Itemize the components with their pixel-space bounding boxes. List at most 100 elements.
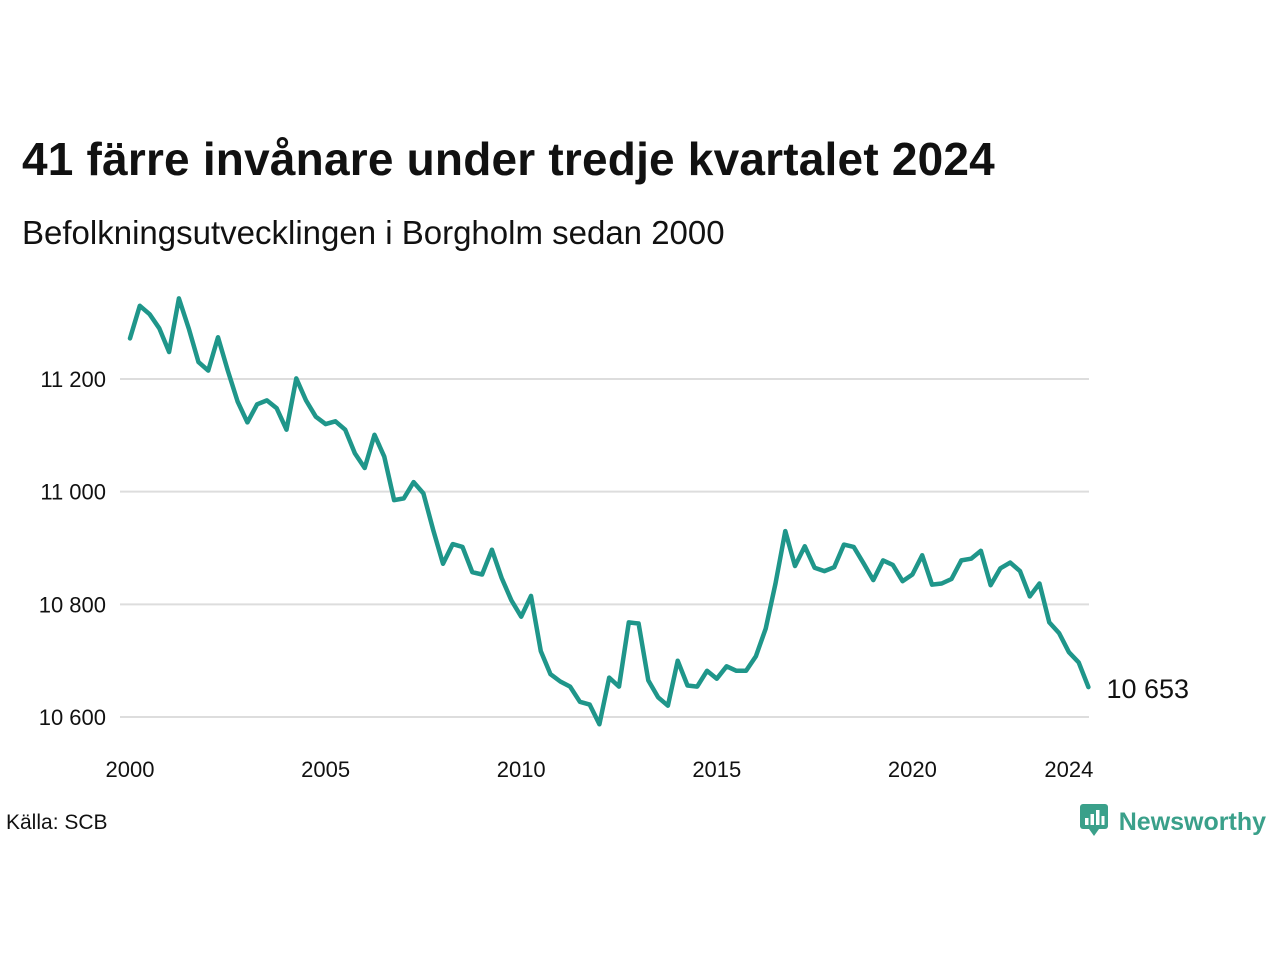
data-point [882,559,884,561]
data-point [500,577,502,579]
data-point [236,400,238,402]
data-point [510,599,512,601]
data-point [628,621,630,623]
data-point [755,655,757,657]
data-point [276,407,278,409]
data-point [667,705,669,707]
data-point [1087,686,1089,688]
data-point [540,650,542,652]
x-tick-label: 2020 [888,757,937,782]
data-point [931,583,933,585]
data-point [941,582,943,584]
data-point [804,545,806,547]
data-point [1048,621,1050,623]
data-point [1078,661,1080,663]
y-tick-label: 11 000 [40,480,106,505]
y-tick-label: 10 800 [39,592,106,617]
data-point [412,481,414,483]
data-point [647,679,649,681]
y-tick-label: 10 600 [39,705,106,730]
data-point [745,670,747,672]
data-point [637,622,639,624]
data-point [901,580,903,582]
data-point [148,313,150,315]
end-value-label: 10 653 [1106,674,1189,704]
data-point [168,351,170,353]
data-point [559,680,561,682]
data-point [197,361,199,363]
annotations: 10 653 [1106,674,1189,704]
data-point [608,676,610,678]
data-point [549,673,551,675]
data-point [442,563,444,565]
chart-subtitle: Befolkningsutvecklingen i Borgholm sedan… [22,214,725,251]
data-point [481,573,483,575]
data-point [853,546,855,548]
data-point [530,595,532,597]
bar-chart-speech-bubble-icon [1079,803,1109,842]
data-point [178,297,180,299]
x-axis: 2000 2005 2010 2015 2020 2024 [106,757,1094,782]
data-point [1029,595,1031,597]
data-point [813,567,815,569]
data-point [315,416,317,418]
data-point [1019,570,1021,572]
data-point [217,336,219,338]
brand-name: Newsworthy [1118,808,1266,836]
data-point [843,543,845,545]
data-point [989,584,991,586]
data-point [158,327,160,329]
series-group [127,296,1091,727]
data-point [970,558,972,560]
x-tick-label: 2010 [497,757,546,782]
data-point [657,696,659,698]
x-tick-label: 2024 [1044,757,1093,782]
brand-logo[interactable]: Newsworthy [1079,803,1266,842]
data-point [285,429,287,431]
data-point [569,685,571,687]
data-point [833,566,835,568]
data-point [256,403,258,405]
data-point [207,369,209,371]
data-point [677,660,679,662]
data-point [471,571,473,573]
data-point [324,423,326,425]
data-point [696,685,698,687]
data-point [765,627,767,629]
data-point [188,327,190,329]
data-point [403,497,405,499]
data-point [980,550,982,552]
data-point [960,559,962,561]
data-point [735,670,737,672]
data-point [305,399,307,401]
data-point [862,562,864,564]
data-point [725,665,727,667]
series-line [127,296,1091,727]
data-point [686,684,688,686]
data-point [246,421,248,423]
data-point [266,399,268,401]
data-point [452,543,454,545]
data-point [432,529,434,531]
x-tick-label: 2000 [106,757,155,782]
data-point [921,554,923,556]
y-tick-label: 11 200 [40,367,106,392]
data-point [491,549,493,551]
data-point [354,452,356,454]
data-point [618,685,620,687]
data-point [295,377,297,379]
data-point [784,530,786,532]
data-point [139,305,141,307]
data-point [823,570,825,572]
data-point [1068,651,1070,653]
data-point [373,434,375,436]
data-point [872,579,874,581]
data-point [1058,632,1060,634]
data-point [892,564,894,566]
data-point [706,670,708,672]
grid-lines [120,378,1089,718]
data-point [383,456,385,458]
data-point [422,492,424,494]
data-point [334,420,336,422]
